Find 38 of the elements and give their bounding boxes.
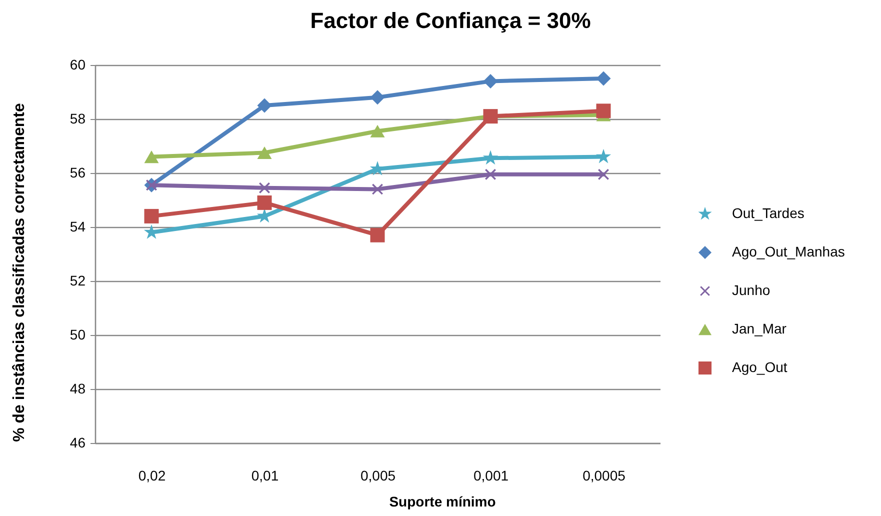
legend-label: Out_Tardes xyxy=(732,205,804,221)
point xyxy=(370,124,385,138)
point xyxy=(596,104,611,118)
x-tick-label: 0,02 xyxy=(138,468,166,484)
legend-label: Ago_Out xyxy=(732,359,788,375)
point xyxy=(596,71,611,86)
y-tick-label: 48 xyxy=(70,380,86,396)
x-tick-label: 0,005 xyxy=(360,468,396,484)
x-tick-label: 0,01 xyxy=(251,468,279,484)
y-tick-label: 52 xyxy=(70,272,86,288)
point xyxy=(370,228,385,242)
legend-label: Ago_Out_Manhas xyxy=(732,244,845,260)
point xyxy=(482,150,498,165)
point xyxy=(257,146,272,160)
point xyxy=(372,184,383,195)
y-tick-label: 46 xyxy=(70,434,86,450)
point xyxy=(370,90,385,105)
y-tick-label: 56 xyxy=(70,164,86,180)
x-tick-label: 0,001 xyxy=(473,468,509,484)
y-tick-label: 60 xyxy=(70,56,86,72)
point xyxy=(485,168,496,180)
point xyxy=(257,195,272,210)
chart-title: Factor de Confiança = 30% xyxy=(310,8,591,33)
point xyxy=(144,208,159,224)
legend-label: Junho xyxy=(732,282,770,298)
y-tick-label: 50 xyxy=(70,326,86,342)
y-tick-label: 58 xyxy=(70,110,86,126)
point xyxy=(144,150,159,164)
point xyxy=(483,74,498,88)
x-axis-title: Suporte mínimo xyxy=(389,494,496,510)
point xyxy=(257,98,272,113)
y-axis-title: % de instâncias classificadas correctamente xyxy=(10,102,28,442)
point xyxy=(598,168,609,180)
point xyxy=(596,148,612,164)
point xyxy=(259,182,270,194)
legend-label: Jan_Mar xyxy=(732,320,787,336)
y-tick-label: 54 xyxy=(70,218,86,234)
x-tick-label: 0,0005 xyxy=(582,468,626,484)
